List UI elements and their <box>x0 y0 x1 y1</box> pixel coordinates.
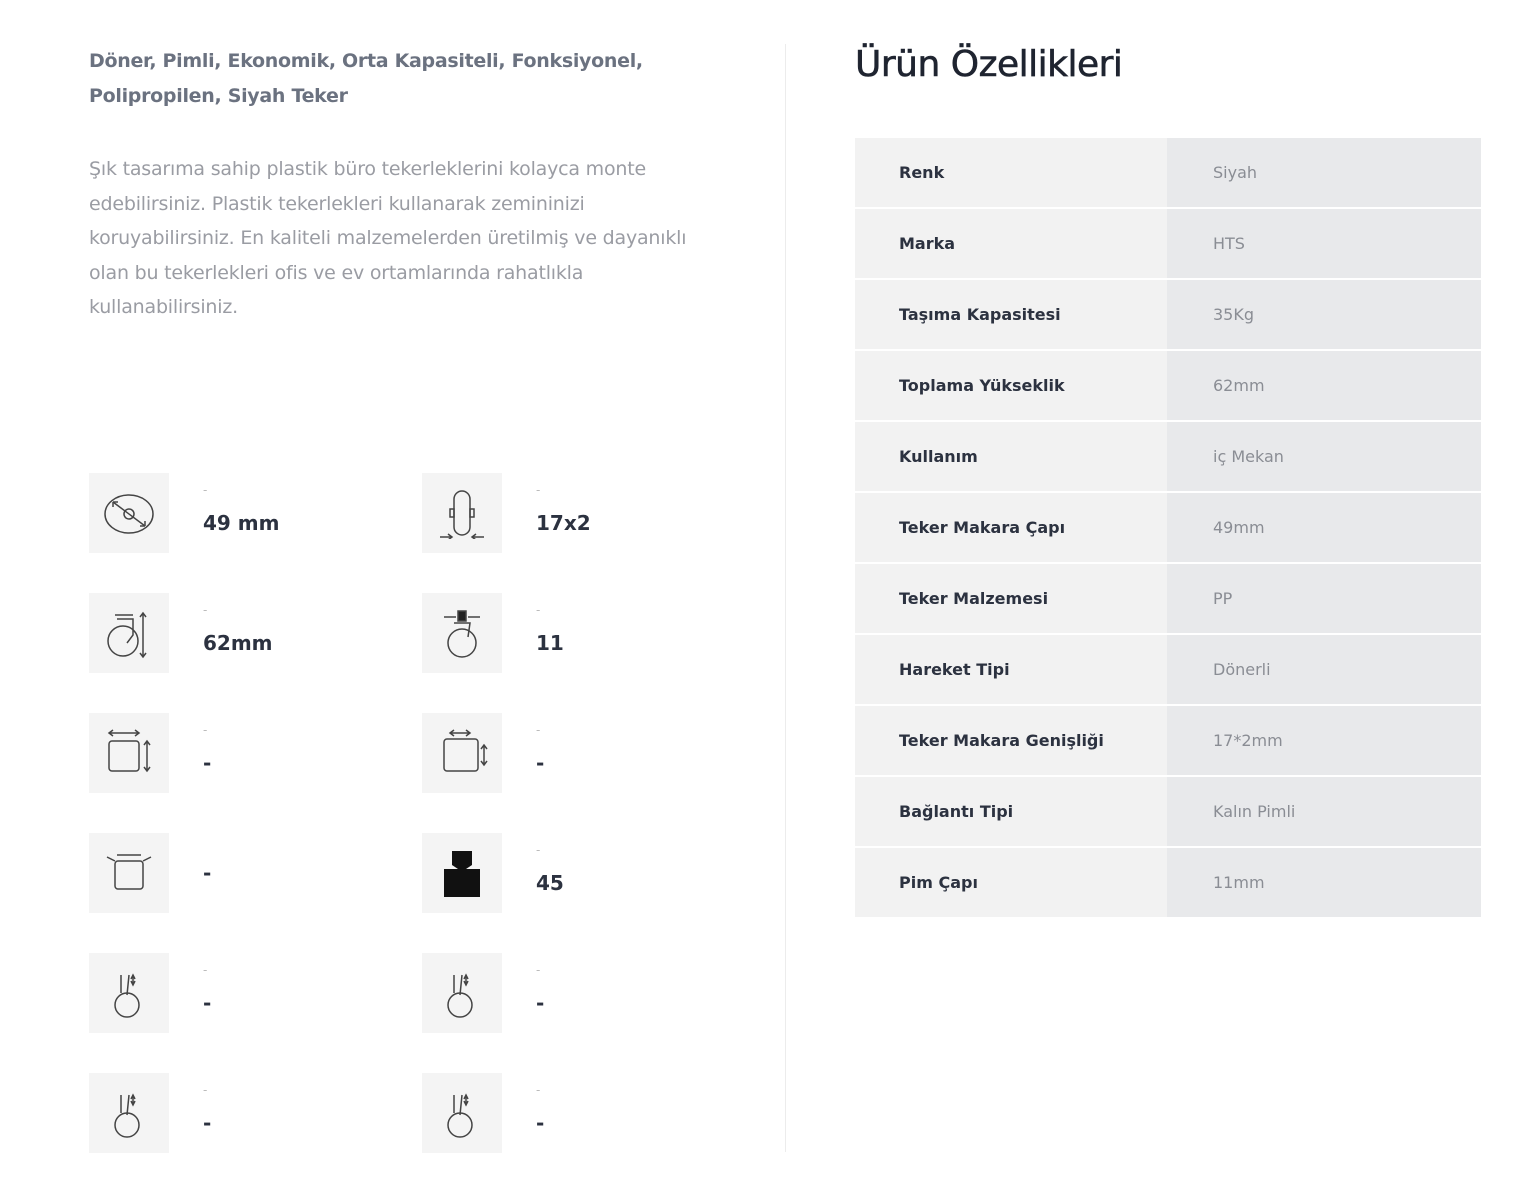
feature-key: Teker Makara Çapı <box>855 493 1167 564</box>
feature-value: 62mm <box>1167 351 1481 422</box>
spec-value: - <box>536 751 545 775</box>
spec-item: - - <box>89 1073 389 1153</box>
spec-value: 62mm <box>203 631 273 655</box>
spec-label: - <box>536 723 541 737</box>
feature-value: 49mm <box>1167 493 1481 564</box>
feature-row: Pim Çapı 11mm <box>855 848 1481 919</box>
spec-item: - 11 <box>422 593 722 673</box>
spec-item: - - <box>89 713 389 793</box>
feature-value: HTS <box>1167 209 1481 280</box>
feature-key: Hareket Tipi <box>855 635 1167 706</box>
spec-value: 49 mm <box>203 511 280 535</box>
feature-key: Bağlantı Tipi <box>855 777 1167 848</box>
feature-row: Renk Siyah <box>855 138 1481 209</box>
features-table: Renk Siyah Marka HTS Taşıma Kapasitesi 35Kg To… <box>855 138 1481 919</box>
total-height-icon <box>89 593 169 673</box>
feature-value: 35Kg <box>1167 280 1481 351</box>
brake-caster-icon <box>422 953 502 1033</box>
feature-row: Teker Makara Çapı 49mm <box>855 493 1481 564</box>
spec-label: - <box>203 963 208 977</box>
spec-label: - <box>203 1083 208 1097</box>
spec-label: - <box>203 723 208 737</box>
plate-size-icon <box>89 713 169 793</box>
product-summary: Döner, Pimli, Ekonomik, Orta Kapasiteli,… <box>89 44 729 325</box>
spec-value: 45 <box>536 871 564 895</box>
spec-item: - - <box>422 1073 722 1153</box>
feature-row: Marka HTS <box>855 209 1481 280</box>
spec-value: - <box>203 751 212 775</box>
spec-label: - <box>536 483 541 497</box>
spec-label: - <box>536 963 541 977</box>
spec-item: - <box>89 833 389 913</box>
column-divider <box>785 44 786 1152</box>
feature-key: Pim Çapı <box>855 848 1167 919</box>
feature-key: Taşıma Kapasitesi <box>855 280 1167 351</box>
spec-value: 11 <box>536 631 564 655</box>
feature-key: Kullanım <box>855 422 1167 493</box>
spec-label: - <box>536 1083 541 1097</box>
feature-row: Kullanım iç Mekan <box>855 422 1481 493</box>
spec-item: - 62mm <box>89 593 389 673</box>
product-tags: Döner, Pimli, Ekonomik, Orta Kapasiteli,… <box>89 50 643 107</box>
feature-key: Teker Malzemesi <box>855 564 1167 635</box>
hole-spacing-icon <box>422 713 502 793</box>
feature-row: Teker Malzemesi PP <box>855 564 1481 635</box>
wheel-diameter-icon <box>89 473 169 553</box>
feature-key: Toplama Yükseklik <box>855 351 1167 422</box>
feature-key: Marka <box>855 209 1167 280</box>
wheel-width-icon <box>422 473 502 553</box>
brake-caster-icon <box>89 1073 169 1153</box>
spec-item: - 17x2 <box>422 473 722 553</box>
spec-label: - <box>536 843 541 857</box>
features-panel: Ürün Özellikleri Renk Siyah Marka HTS Taşıma… <box>855 44 1481 919</box>
spec-item: - 45 <box>422 833 722 913</box>
pin-diameter-icon <box>422 593 502 673</box>
spec-item: - - <box>89 953 389 1033</box>
feature-row: Hareket Tipi Dönerli <box>855 635 1481 706</box>
feature-row: Teker Makara Genişliği 17*2mm <box>855 706 1481 777</box>
spec-label: - <box>203 603 208 617</box>
feature-value: Siyah <box>1167 138 1481 209</box>
feature-value: 17*2mm <box>1167 706 1481 777</box>
feature-row: Taşıma Kapasitesi 35Kg <box>855 280 1481 351</box>
feature-value: iç Mekan <box>1167 422 1481 493</box>
feature-key: Renk <box>855 138 1167 209</box>
feature-row: Bağlantı Tipi Kalın Pimli <box>855 777 1481 848</box>
spec-value: - <box>203 991 212 1015</box>
product-description: Şık tasarıma sahip plastik büro tekerlek… <box>89 158 687 318</box>
feature-row: Toplama Yükseklik 62mm <box>855 351 1481 422</box>
feature-value: 11mm <box>1167 848 1481 919</box>
spec-value: - <box>203 861 212 885</box>
spec-value: - <box>536 1111 545 1135</box>
spec-item: - - <box>422 953 722 1033</box>
brake-caster-icon <box>89 953 169 1033</box>
brake-caster-icon <box>422 1073 502 1153</box>
feature-value: PP <box>1167 564 1481 635</box>
spec-label: - <box>536 603 541 617</box>
spec-item: - 49 mm <box>89 473 389 553</box>
feature-value: Kalın Pimli <box>1167 777 1481 848</box>
spec-value: - <box>203 1111 212 1135</box>
feature-key: Teker Makara Genişliği <box>855 706 1167 777</box>
feature-value: Dönerli <box>1167 635 1481 706</box>
weight-icon <box>422 833 502 913</box>
spec-label: - <box>203 483 208 497</box>
plate-holes-icon <box>89 833 169 913</box>
spec-item: - - <box>422 713 722 793</box>
spec-value: 17x2 <box>536 511 591 535</box>
spec-value: - <box>536 991 545 1015</box>
features-title: Ürün Özellikleri <box>855 44 1124 86</box>
